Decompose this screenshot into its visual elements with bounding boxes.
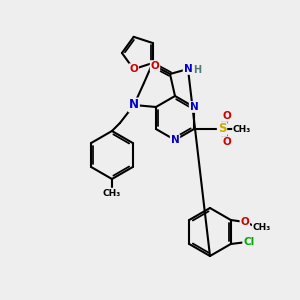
Text: CH₃: CH₃	[103, 188, 121, 197]
Text: H: H	[193, 65, 201, 75]
Text: S: S	[218, 122, 226, 136]
Text: CH₃: CH₃	[253, 223, 271, 232]
Text: O: O	[129, 64, 138, 74]
Text: Cl: Cl	[243, 237, 254, 247]
Text: N: N	[190, 102, 198, 112]
Text: O: O	[151, 61, 159, 71]
Text: O: O	[240, 217, 249, 227]
Text: CH₃: CH₃	[233, 124, 251, 134]
Text: N: N	[171, 135, 179, 145]
Text: N: N	[129, 98, 139, 112]
Text: O: O	[223, 137, 231, 147]
Text: O: O	[223, 111, 231, 121]
Text: N: N	[184, 64, 192, 74]
